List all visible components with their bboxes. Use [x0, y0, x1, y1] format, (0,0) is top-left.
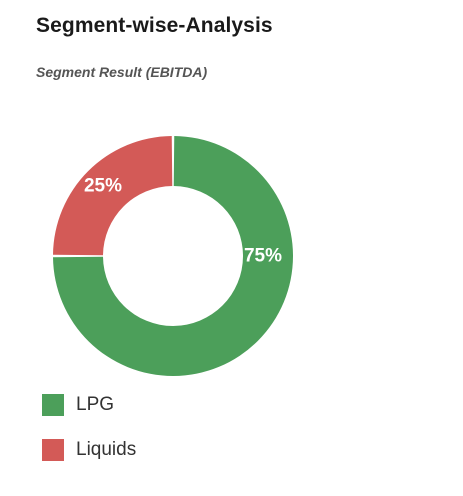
legend-label-liquids: Liquids	[76, 439, 137, 460]
slice-lpg[interactable]	[53, 136, 294, 377]
slice-liquids[interactable]	[53, 136, 173, 256]
legend-swatch-lpg	[42, 394, 64, 416]
legend-swatch-liquids	[42, 439, 64, 461]
donut-labels: 75% 25%	[84, 175, 282, 266]
chart-subtitle: Segment Result (EBITDA)	[36, 64, 208, 80]
chart-legend: LPG Liquids	[42, 393, 136, 483]
donut-chart: 75% 25%	[53, 136, 294, 377]
legend-item-lpg[interactable]: LPG	[42, 393, 136, 417]
slice-label-liquids: 25%	[84, 175, 122, 196]
donut-slices	[53, 136, 294, 377]
legend-item-liquids[interactable]: Liquids	[42, 438, 136, 462]
legend-label-lpg: LPG	[76, 394, 115, 415]
slice-label-lpg: 75%	[244, 246, 282, 267]
page-title: Segment-wise-Analysis	[36, 14, 273, 37]
